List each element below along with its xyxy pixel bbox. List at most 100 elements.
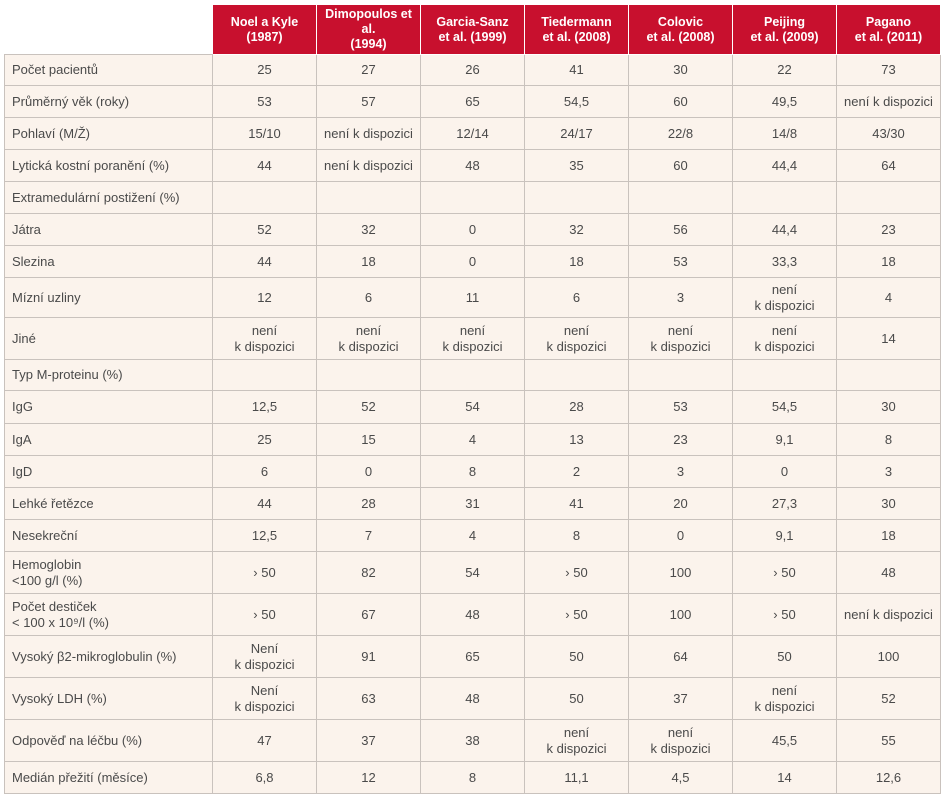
row-label: Průměrný věk (roky) (4, 85, 213, 118)
table-cell: 8 (420, 761, 525, 794)
table-cell: 54 (420, 390, 525, 424)
table-cell: 55 (836, 719, 941, 762)
table-cell: 53 (628, 245, 733, 278)
table-cell: 54 (420, 551, 525, 594)
table-cell: 44 (212, 245, 317, 278)
table-row: Hemoglobin <100 g/l (%) › 50 82 54 › 50 100 › … (4, 551, 941, 594)
table-row: IgA 25 15 4 13 23 9,1 8 (4, 423, 941, 456)
table-cell: 50 (524, 677, 629, 720)
table-cell: 4 (836, 277, 941, 318)
table-cell: 64 (836, 149, 941, 182)
table-cell: › 50 (212, 551, 317, 594)
table-cell: 67 (316, 593, 421, 636)
table-cell (732, 181, 837, 214)
table-cell: 8 (836, 423, 941, 456)
row-label: Počet destiček < 100 x 10⁹/l (%) (4, 593, 213, 636)
table-cell: 49,5 (732, 85, 837, 118)
table-cell: není k dispozici (628, 719, 733, 762)
table-cell: není k dispozici (316, 117, 421, 150)
table-cell: 22/8 (628, 117, 733, 150)
table-cell: 35 (524, 149, 629, 182)
table-row: IgD 6 0 8 2 3 0 3 (4, 455, 941, 488)
row-label: Nesekreční (4, 519, 213, 552)
table-cell: 60 (628, 85, 733, 118)
table-cell: 30 (628, 54, 733, 86)
table-cell: není k dispozici (316, 317, 421, 360)
table-cell: › 50 (524, 551, 629, 594)
table-cell: 30 (836, 390, 941, 424)
table-cell: Není k dispozici (212, 635, 317, 678)
table-cell: 2 (524, 455, 629, 488)
table-row: Lehké řetězce 44 28 31 41 20 27,3 30 (4, 487, 941, 520)
table-cell (628, 181, 733, 214)
table-cell: 26 (420, 54, 525, 86)
table-cell: 14 (836, 317, 941, 360)
table-cell: 8 (420, 455, 525, 488)
table-cell: 15/10 (212, 117, 317, 150)
table-cell: 44,4 (732, 213, 837, 246)
table-cell (628, 359, 733, 391)
table-cell: 31 (420, 487, 525, 520)
table-cell: 25 (212, 423, 317, 456)
table-cell: › 50 (212, 593, 317, 636)
table-cell (524, 181, 629, 214)
table-cell: 14 (732, 761, 837, 794)
table-cell: 30 (836, 487, 941, 520)
row-label: Játra (4, 213, 213, 246)
table-cell: není k dispozici (524, 317, 629, 360)
table-cell: 23 (628, 423, 733, 456)
row-label: IgD (4, 455, 213, 488)
table-cell: 15 (316, 423, 421, 456)
table-row: Játra 52 32 0 32 56 44,4 23 (4, 213, 941, 246)
table-cell: Není k dispozici (212, 677, 317, 720)
table-row: Extramedulární postižení (%) (4, 181, 941, 214)
table-cell: není k dispozici (732, 277, 837, 318)
table-cell: 82 (316, 551, 421, 594)
table-row: Vysoký LDH (%) Není k dispozici 63 48 50 37 ne… (4, 677, 941, 720)
table-cell: 7 (316, 519, 421, 552)
table-cell: není k dispozici (524, 719, 629, 762)
table-row: Lytická kostní poranění (%) 44 není k disp… (4, 149, 941, 182)
table-cell (212, 181, 317, 214)
table-cell: 20 (628, 487, 733, 520)
table-cell: 43/30 (836, 117, 941, 150)
table-cell: 91 (316, 635, 421, 678)
row-label: Lehké řetězce (4, 487, 213, 520)
row-label: Typ M-proteinu (%) (4, 359, 213, 391)
table-cell (420, 181, 525, 214)
table-cell: 100 (628, 593, 733, 636)
table-row: Odpověď na léčbu (%) 47 37 38 není k dispozi… (4, 719, 941, 762)
table-cell: 0 (628, 519, 733, 552)
table-cell: 38 (420, 719, 525, 762)
table-cell: není k dispozici (732, 317, 837, 360)
table-cell: 8 (524, 519, 629, 552)
table-cell: 32 (316, 213, 421, 246)
table-cell: 6 (316, 277, 421, 318)
table-cell: 65 (420, 85, 525, 118)
table-cell: 48 (420, 677, 525, 720)
table-cell: 25 (212, 54, 317, 86)
table-cell: 50 (524, 635, 629, 678)
table-row: Slezina 44 18 0 18 53 33,3 18 (4, 245, 941, 278)
column-header: Colovic et al. (2008) (628, 4, 733, 55)
table-cell: 4,5 (628, 761, 733, 794)
table-cell: 18 (524, 245, 629, 278)
table-cell: › 50 (524, 593, 629, 636)
table-cell: 28 (524, 390, 629, 424)
table-cell: 12 (212, 277, 317, 318)
table-cell: není k dispozici (316, 149, 421, 182)
table-cell: není k dispozici (836, 85, 941, 118)
row-label: Hemoglobin <100 g/l (%) (4, 551, 213, 594)
row-label: Lytická kostní poranění (%) (4, 149, 213, 182)
table-cell: 11,1 (524, 761, 629, 794)
row-label: Vysoký LDH (%) (4, 677, 213, 720)
table-cell: 12,5 (212, 390, 317, 424)
table-cell: 53 (628, 390, 733, 424)
row-label: IgA (4, 423, 213, 456)
table-cell: 52 (212, 213, 317, 246)
table-cell: 47 (212, 719, 317, 762)
table-cell: 0 (732, 455, 837, 488)
table-cell: 53 (212, 85, 317, 118)
table-cell (732, 359, 837, 391)
table-cell: 41 (524, 487, 629, 520)
